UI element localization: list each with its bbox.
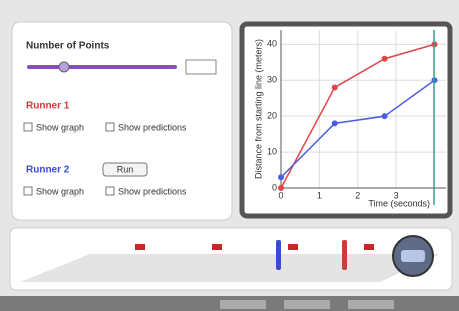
- x-axis-label: Time (seconds): [368, 198, 430, 208]
- y-tick-label: 20: [267, 111, 277, 121]
- slider-thumb[interactable]: [59, 62, 69, 72]
- runner-figure: [276, 240, 281, 270]
- checkbox[interactable]: [24, 123, 32, 131]
- checkbox-label: Show predictions: [118, 186, 187, 196]
- runner-title: Runner 2: [26, 165, 70, 176]
- flag: [364, 244, 374, 250]
- data-point: [332, 84, 338, 90]
- runner-title: Runner 1: [26, 101, 70, 112]
- x-tick-label: 2: [355, 190, 360, 200]
- y-axis-label: Distance from starting line (meters): [253, 39, 263, 179]
- y-tick-label: 10: [267, 146, 277, 156]
- track: [20, 254, 440, 282]
- points-label: Number of Points: [26, 41, 110, 52]
- data-point: [382, 56, 388, 62]
- checkbox-label: Show predictions: [118, 122, 187, 132]
- footer-button[interactable]: [284, 300, 330, 309]
- flag: [135, 244, 145, 250]
- data-point: [278, 185, 284, 191]
- checkbox[interactable]: [106, 187, 114, 195]
- checkbox-label: Show graph: [36, 186, 84, 196]
- run-button-label[interactable]: Run: [117, 164, 134, 174]
- checkbox-label: Show graph: [36, 122, 84, 132]
- footer-button[interactable]: [220, 300, 266, 309]
- stopwatch-display: [401, 250, 425, 262]
- footer-button[interactable]: [348, 300, 394, 309]
- x-tick-label: 1: [317, 190, 322, 200]
- checkbox[interactable]: [24, 187, 32, 195]
- flag: [288, 244, 298, 250]
- y-tick-label: 0: [272, 182, 277, 192]
- screen: Number of Points Runner 1 Show graph Sho…: [0, 0, 459, 311]
- x-tick-label: 0: [278, 190, 283, 200]
- data-point: [382, 113, 388, 119]
- data-point: [332, 120, 338, 126]
- y-tick-label: 30: [267, 75, 277, 85]
- points-input[interactable]: [186, 60, 216, 74]
- runner-figure: [342, 240, 347, 270]
- checkbox[interactable]: [106, 123, 114, 131]
- data-point: [278, 174, 284, 180]
- flag: [212, 244, 222, 250]
- y-tick-label: 40: [267, 39, 277, 49]
- points-slider[interactable]: [27, 65, 177, 69]
